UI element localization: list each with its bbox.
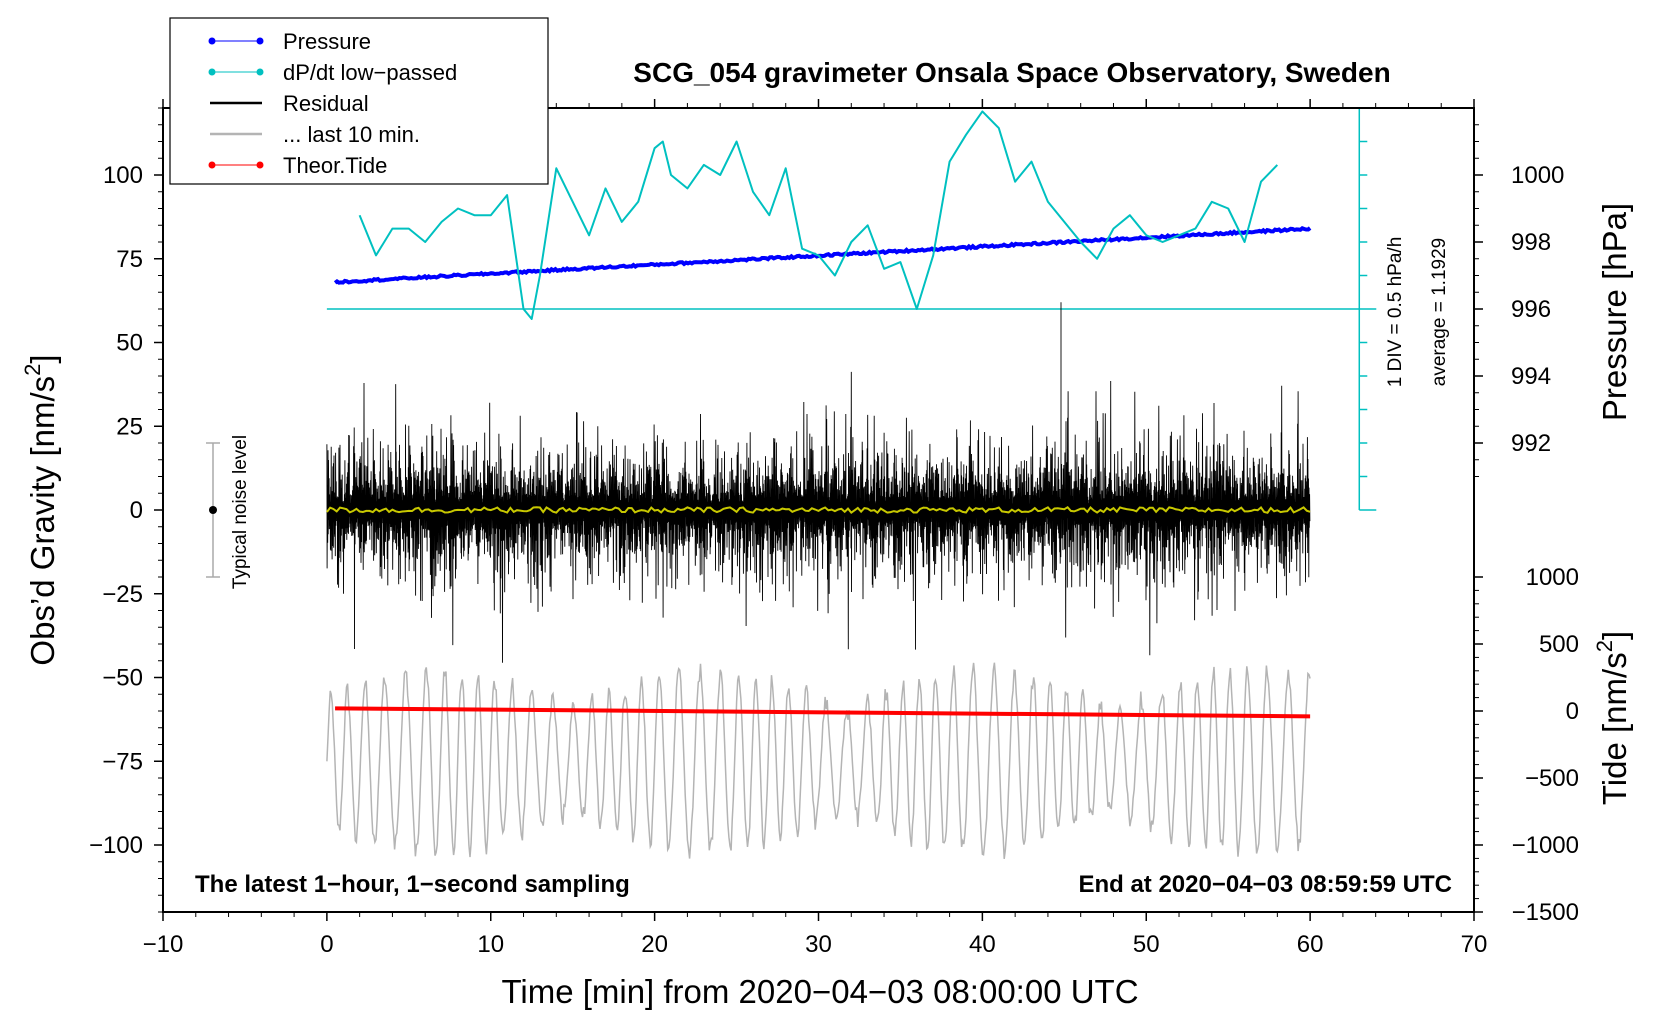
residual-series [326,302,1311,663]
x-tick-label: 70 [1461,931,1488,958]
x-tick-label: 40 [969,931,996,958]
end-time-note: End at 2020−04−03 08:59:59 UTC [1078,871,1452,898]
legend-marker [256,161,264,169]
y-tick-label-gravity: 0 [130,497,143,524]
x-tick-label: 30 [805,931,832,958]
y-tick-label-tide: 500 [1539,631,1579,658]
y-tick-label-tide: −500 [1525,765,1579,792]
y-tick-label-pressure: 994 [1511,363,1551,390]
legend-marker [208,161,216,169]
y-axis-label-pressure: Pressure [hPa] [1596,203,1633,421]
y-tick-label-pressure: 992 [1511,430,1551,457]
y-tick-label-gravity: −75 [102,748,143,775]
chart-title: SCG_054 gravimeter Onsala Space Observat… [633,57,1390,88]
x-tick-label: 10 [477,931,504,958]
x-tick-label: 20 [641,931,668,958]
y-tick-label-tide: −1500 [1512,899,1579,926]
x-tick-label: −10 [143,931,184,958]
y-axis-label-tide: Tide [nm/s2] [1592,631,1633,805]
y-tick-label-tide: 1000 [1526,564,1579,591]
legend-marker [256,68,264,76]
legend-box [169,17,549,185]
y-tick-label-gravity: 75 [116,246,143,273]
dpdt-average-label: average = 1.1929 [1429,238,1450,386]
y-tick-label-gravity: −50 [102,665,143,692]
noise-level-label: Typical noise level [230,435,251,589]
legend-marker [208,37,216,45]
pressure-series [333,226,1312,285]
legend-label: Residual [283,91,369,116]
legend-label: Theor.Tide [283,153,387,178]
legend-marker [208,68,216,76]
y-tick-label-tide: 0 [1566,698,1579,725]
y-tick-label-gravity: −100 [89,832,143,859]
y-tick-label-gravity: 100 [103,162,143,189]
legend-marker [256,37,264,45]
legend: Pressure dP/dt low−passed Residual ... last… [169,17,549,185]
dpdt-series [358,110,1279,320]
noise-bar-center [209,506,217,514]
y-tick-label-gravity: −25 [102,581,143,608]
y-tick-label-pressure: 996 [1511,296,1551,323]
y-tick-label-gravity: 50 [116,330,143,357]
x-tick-label: 0 [320,931,333,958]
sampling-note: The latest 1−hour, 1−second sampling [195,871,630,898]
legend-label: ... last 10 min. [283,122,420,147]
y-tick-label-pressure: 998 [1511,229,1551,256]
x-tick-label: 50 [1133,931,1160,958]
y-tick-label-pressure: 1000 [1511,162,1564,189]
y-axis-label-gravity: Obs’d Gravity [nm/s2] [20,354,61,665]
x-axis-label: Time [min] from 2020−04−03 08:00:00 UTC [501,973,1138,1010]
legend-label: Pressure [283,29,371,54]
x-tick-label: 60 [1297,931,1324,958]
legend-label: dP/dt low−passed [283,60,457,85]
y-tick-label-tide: −1000 [1512,832,1579,859]
dpdt-scale-label: 1 DIV = 0.5 hPa/h [1385,237,1406,388]
residual-smoothed-series [326,505,1311,514]
y-tick-label-gravity: 25 [116,413,143,440]
tide-series [335,706,1311,719]
last-10-min-series [326,662,1311,859]
